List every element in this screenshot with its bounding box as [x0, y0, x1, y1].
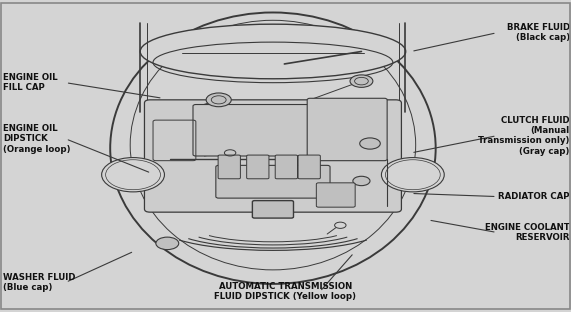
FancyBboxPatch shape — [316, 183, 355, 207]
Circle shape — [353, 176, 370, 186]
FancyBboxPatch shape — [298, 155, 320, 179]
Ellipse shape — [110, 12, 436, 284]
FancyBboxPatch shape — [252, 201, 293, 218]
FancyBboxPatch shape — [247, 155, 269, 179]
FancyBboxPatch shape — [275, 155, 297, 179]
Circle shape — [360, 138, 380, 149]
Text: CLUTCH FLUID
(Manual
Transmission only)
(Gray cap): CLUTCH FLUID (Manual Transmission only) … — [478, 116, 570, 156]
FancyBboxPatch shape — [193, 105, 310, 156]
Text: ENGINE OIL
DIPSTICK
(Orange loop): ENGINE OIL DIPSTICK (Orange loop) — [3, 124, 70, 154]
Circle shape — [206, 93, 231, 107]
Text: AUTOMATIC TRANSMISSION
FLUID DIPSTICK (Yellow loop): AUTOMATIC TRANSMISSION FLUID DIPSTICK (Y… — [215, 282, 356, 301]
Text: WASHER FLUID
(Blue cap): WASHER FLUID (Blue cap) — [3, 273, 75, 292]
Ellipse shape — [140, 24, 405, 79]
Circle shape — [381, 158, 444, 192]
FancyBboxPatch shape — [307, 98, 387, 161]
Text: RADIATOR CAP: RADIATOR CAP — [498, 192, 570, 201]
FancyBboxPatch shape — [216, 165, 330, 198]
Text: ENGINE COOLANT
RESERVOIR: ENGINE COOLANT RESERVOIR — [485, 223, 570, 242]
FancyBboxPatch shape — [218, 155, 240, 179]
Circle shape — [350, 75, 373, 87]
Text: ENGINE OIL
FILL CAP: ENGINE OIL FILL CAP — [3, 73, 58, 92]
Circle shape — [102, 158, 164, 192]
Circle shape — [156, 237, 179, 250]
Text: BRAKE FLUID
(Black cap): BRAKE FLUID (Black cap) — [506, 23, 570, 42]
FancyBboxPatch shape — [144, 100, 401, 212]
